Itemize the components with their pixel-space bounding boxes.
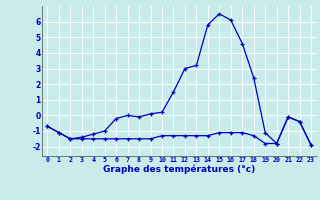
X-axis label: Graphe des températures (°c): Graphe des températures (°c) [103, 164, 255, 174]
